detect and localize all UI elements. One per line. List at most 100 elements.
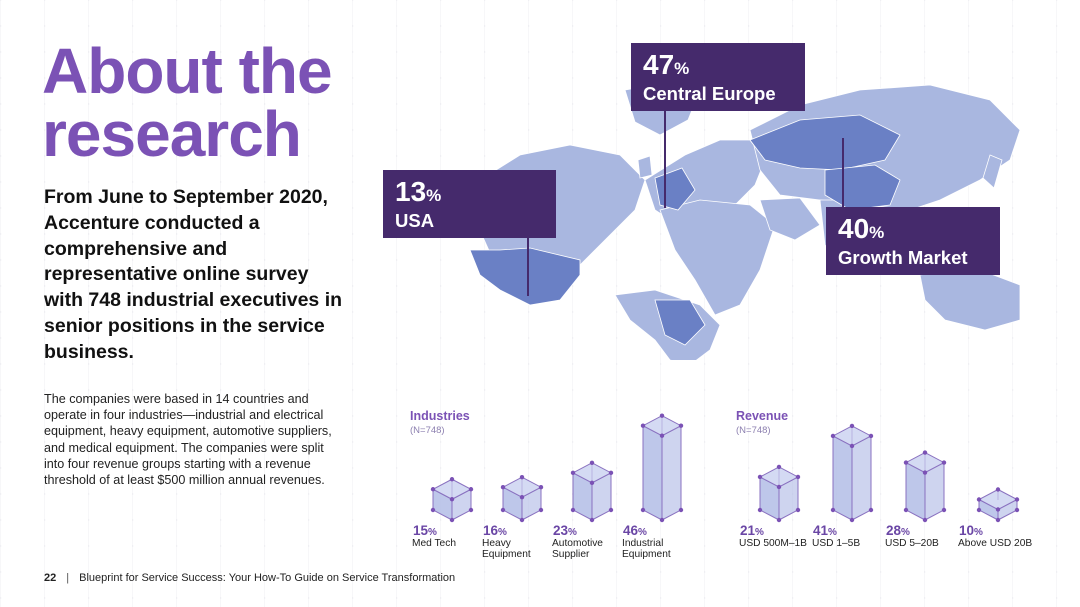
bar-vertex-dot <box>449 497 455 502</box>
callout-region: USA <box>395 210 435 231</box>
bar-vertex-dot <box>659 433 665 438</box>
title-line-2: research <box>42 98 302 170</box>
callout-value: 47% <box>643 49 690 80</box>
bar-value-label: 16% <box>483 523 507 538</box>
bar-vertex-dot <box>849 517 855 523</box>
bar-vertex-dot <box>519 495 525 500</box>
bar-vertex-dot <box>776 484 782 490</box>
map-highlight-usa <box>469 247 581 306</box>
footer: 22 | Blueprint for Service Success: Your H… <box>44 572 455 584</box>
bar-category-label: USD 500M–1B <box>739 538 807 549</box>
callout-pointer-growth-market <box>842 138 844 208</box>
map-highlight-russia <box>749 114 901 171</box>
bar-vertex-dot <box>757 507 763 513</box>
bar-vertex-dot <box>849 423 855 429</box>
bar-vertex-dot <box>795 507 801 513</box>
bar-vertex-dot <box>589 480 595 486</box>
bar-right-face <box>851 435 872 521</box>
callout-pointer-usa <box>527 236 529 296</box>
bar-left-face <box>832 435 853 521</box>
bar-vertex-dot <box>830 507 836 513</box>
bar-vertex-dot <box>922 517 928 523</box>
bar-vertex-dot <box>449 517 455 523</box>
page-title: About the research <box>42 39 333 170</box>
bar-vertex-dot <box>1014 507 1020 513</box>
bar-vertex-dot <box>995 517 1001 523</box>
revenue-chart-subtitle: (N=748) <box>736 425 771 436</box>
bar-vertex-dot <box>589 460 595 466</box>
footer-separator: | <box>66 572 70 584</box>
bar-category-label: Automotive Supplier <box>552 538 603 560</box>
callout-growth-market: 40% Growth Market <box>826 207 1000 275</box>
bar-vertex-dot <box>868 507 874 513</box>
bar-value-label: 46% <box>623 523 647 538</box>
bar-vertex-dot <box>922 450 928 455</box>
bar-vertex-dot <box>976 497 982 502</box>
callout-central-europe: 47% Central Europe <box>631 43 805 111</box>
industries-chart-subtitle: (N=748) <box>410 425 445 436</box>
bar-vertex-dot <box>678 423 684 428</box>
bar-vertex-dot <box>757 474 763 480</box>
revenue-chart-title: Revenue <box>736 409 789 423</box>
bar-vertex-dot <box>776 464 782 470</box>
bar-vertex-dot <box>659 413 665 418</box>
bar-vertex-dot <box>976 507 982 513</box>
bar-category-label: Industrial Equipment <box>622 538 671 560</box>
bar-vertex-dot <box>430 507 436 513</box>
bar-category-label: Above USD 20B <box>958 538 1033 549</box>
bar-category-label: USD 1–5B <box>812 538 861 549</box>
bar-vertex-dot <box>500 507 506 513</box>
bar-category-label: Heavy Equipment <box>482 538 531 560</box>
bar-vertex-dot <box>849 443 855 449</box>
bar-vertex-dot <box>608 470 614 476</box>
bar-vertex-dot <box>659 517 665 523</box>
bar-right-face <box>661 424 682 521</box>
callout-pointer-central-europe <box>664 108 666 208</box>
bar-vertex-dot <box>830 433 836 439</box>
callout-value: 13% <box>395 176 442 207</box>
bar-vertex-dot <box>941 460 947 465</box>
lead-paragraph: From June to September 2020, Accenture c… <box>44 186 343 363</box>
bar-vertex-dot <box>500 485 506 490</box>
bar-vertex-dot <box>589 517 595 523</box>
bar-vertex-dot <box>468 507 474 513</box>
page-number: 22 <box>44 572 57 584</box>
bar-vertex-dot <box>640 507 646 513</box>
bar-vertex-dot <box>776 517 782 523</box>
bar-vertex-dot <box>903 460 909 465</box>
bar-vertex-dot <box>903 507 909 513</box>
callout-value: 40% <box>838 213 885 244</box>
callout-region: Growth Market <box>838 247 968 268</box>
bar-value-label: 23% <box>553 523 577 538</box>
bar-vertex-dot <box>678 507 684 513</box>
bar-value-label: 15% <box>413 523 437 538</box>
bar-vertex-dot <box>795 474 801 480</box>
bar-category-label: USD 5–20B <box>885 538 939 549</box>
bar-value-label: 28% <box>886 523 910 538</box>
bar-vertex-dot <box>995 487 1001 492</box>
bar-value-label: 10% <box>959 523 983 538</box>
bar-vertex-dot <box>570 470 576 476</box>
bar-vertex-dot <box>608 507 614 513</box>
bar-category-label: Med Tech <box>412 538 456 549</box>
map-japan <box>982 154 1003 189</box>
industries-chart-title: Industries <box>410 409 470 423</box>
map-middle-east <box>759 197 821 241</box>
bar-vertex-dot <box>430 487 436 492</box>
bar-vertex-dot <box>519 475 525 480</box>
bar-vertex-dot <box>570 507 576 513</box>
footer-text: Blueprint for Service Success: Your How-… <box>79 572 456 584</box>
bar-value-label: 21% <box>740 523 764 538</box>
bar-vertex-dot <box>640 423 646 428</box>
body-paragraph: The companies were based in 14 countries… <box>44 392 332 488</box>
bar-vertex-dot <box>941 507 947 513</box>
map-africa <box>659 199 776 316</box>
bar-vertex-dot <box>538 507 544 513</box>
bar-value-label: 41% <box>813 523 837 538</box>
bar-vertex-dot <box>538 485 544 490</box>
callout-usa: 13% USA <box>383 170 556 238</box>
bar-vertex-dot <box>1014 497 1020 502</box>
bar-left-face <box>642 424 663 521</box>
bar-vertex-dot <box>519 517 525 523</box>
